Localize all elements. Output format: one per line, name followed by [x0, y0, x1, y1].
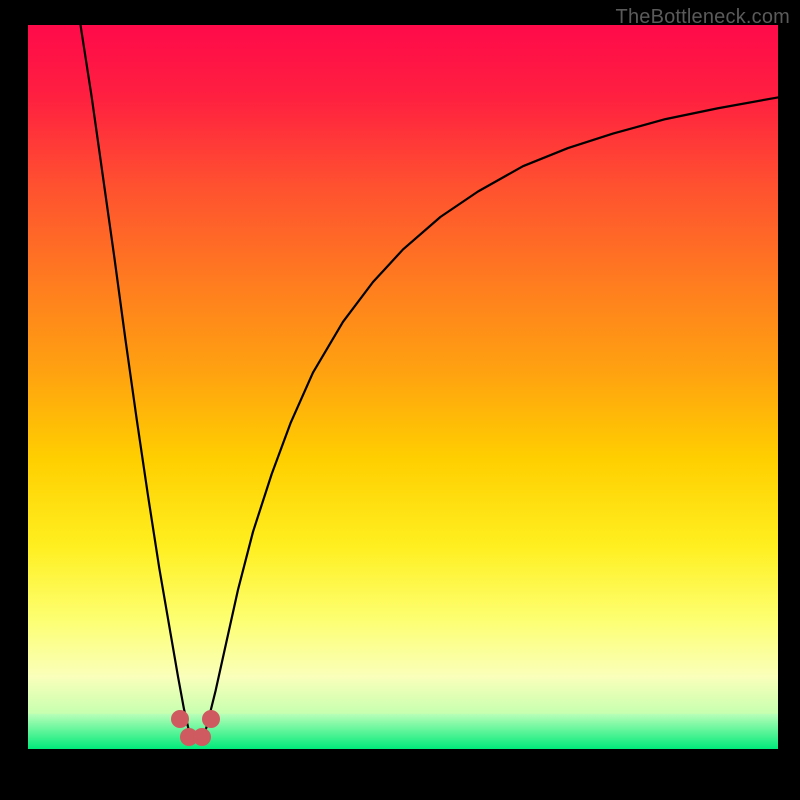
right-curve-path: [201, 97, 779, 741]
valley-marker: [202, 710, 220, 728]
curves-layer: [28, 25, 778, 749]
valley-marker: [193, 728, 211, 746]
plot-area: [28, 25, 778, 749]
left-curve-path: [81, 25, 194, 742]
watermark-label: TheBottleneck.com: [616, 6, 790, 29]
valley-marker: [171, 710, 189, 728]
